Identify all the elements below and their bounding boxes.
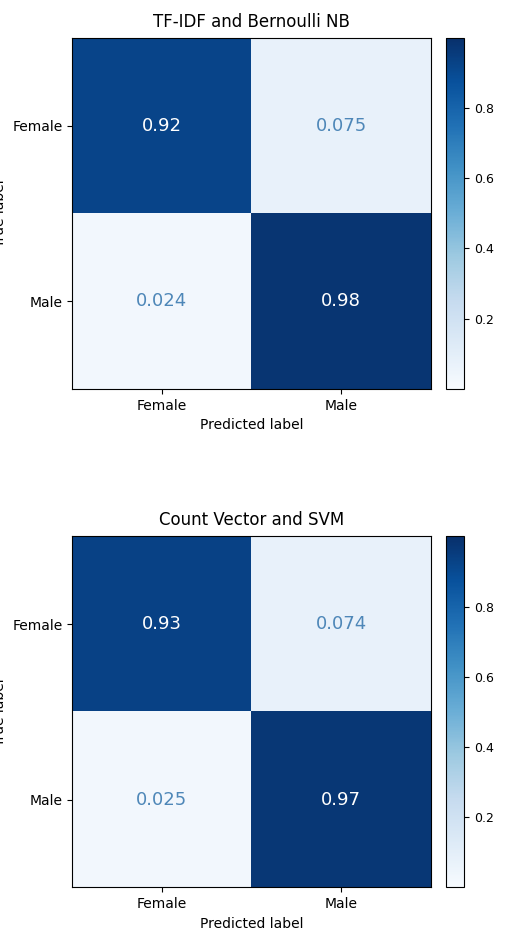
Text: 0.98: 0.98 xyxy=(321,292,361,310)
Text: 0.97: 0.97 xyxy=(321,790,361,809)
X-axis label: Predicted label: Predicted label xyxy=(200,418,303,432)
Y-axis label: True label: True label xyxy=(0,678,7,746)
Text: 0.025: 0.025 xyxy=(136,790,187,809)
Text: 0.075: 0.075 xyxy=(315,116,367,135)
Title: Count Vector and SVM: Count Vector and SVM xyxy=(159,511,344,530)
Text: 0.93: 0.93 xyxy=(142,615,182,633)
Y-axis label: True label: True label xyxy=(0,179,7,247)
Text: 0.074: 0.074 xyxy=(315,615,367,633)
Title: TF-IDF and Bernoulli NB: TF-IDF and Bernoulli NB xyxy=(153,12,350,30)
X-axis label: Predicted label: Predicted label xyxy=(200,917,303,931)
Text: 0.024: 0.024 xyxy=(136,292,187,310)
Text: 0.92: 0.92 xyxy=(142,116,182,135)
